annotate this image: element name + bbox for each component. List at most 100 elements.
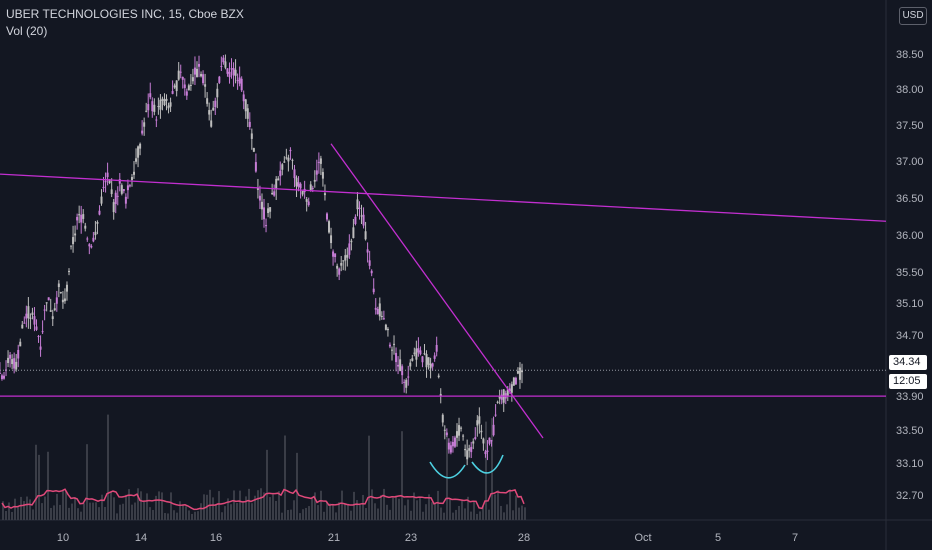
candle-body [49,310,52,312]
candle-body [287,157,290,162]
volume-bar [5,510,7,520]
candle-body [356,199,359,210]
candle-body [496,401,499,403]
volume-bar [230,504,232,520]
candle-body [212,107,215,111]
candle-body [435,344,438,352]
candle-body [267,208,270,214]
candle-body [336,265,339,269]
volume-indicator-label[interactable]: Vol (20) [6,24,48,38]
candle-body [293,169,296,179]
y-tick-label: 33.50 [896,425,924,437]
candle-body [480,430,483,433]
candle-body [53,308,56,311]
candle-body [248,121,251,127]
volume-bar [122,503,124,520]
volume-bar [314,492,316,520]
volume-bar [476,513,478,520]
candle-body [470,446,473,453]
candle-body [445,432,448,436]
candle-body [230,68,233,70]
candle-body [19,341,22,347]
y-tick-label: 34.70 [896,330,924,342]
candle-body [133,171,136,175]
x-tick-label: 21 [328,532,340,544]
volume-bar [326,501,328,520]
volume-bar [269,497,271,520]
candle-body [460,427,463,429]
volume-bar [29,499,31,520]
candle-body [108,179,111,183]
candle-body [386,328,389,331]
candle-body [80,214,83,223]
x-tick-label: 16 [210,532,222,544]
candle-body [378,303,381,317]
candle-body [374,307,377,310]
y-tick-label: 33.90 [896,391,924,403]
candle-body [189,85,192,87]
candle-body [484,451,487,455]
candle-body [3,375,5,379]
volume-bar [404,505,406,520]
volume-bar [104,506,106,520]
candle-body [198,63,201,67]
volume-bar [293,500,295,520]
volume-bar [461,500,463,520]
candle-body [29,317,32,319]
volume-bar [374,503,376,520]
volume-bar [467,496,469,520]
currency-button[interactable]: USD [899,7,927,25]
candle-body [352,227,355,239]
volume-bar [224,506,226,520]
candle-body [159,99,162,110]
volume-bar [140,491,142,520]
candle-body [226,68,229,74]
volume-bar [278,491,280,520]
candle-body [449,445,452,453]
candle-body [437,375,440,378]
candle-body [228,71,231,78]
trendline-descending [330,143,544,439]
candle-body [348,243,351,255]
candle-body [175,80,178,92]
volume-bar [491,418,493,520]
candle-body [234,69,237,76]
volume-bar [455,509,457,520]
volume-bar [149,507,151,520]
candle-body [155,119,158,121]
candle-body [366,249,369,253]
volume-bar [395,495,397,520]
volume-bar [407,499,409,520]
candle-body [476,420,479,426]
candle-body [277,178,280,181]
candle-body [232,68,235,76]
time-badge: 12:05 [889,374,927,389]
volume-bar [488,509,490,520]
candle-body [321,172,324,179]
volume-bar [509,489,511,520]
volume-bar [239,490,241,520]
volume-bar [68,507,70,520]
candle-body [218,76,221,83]
volume-bar [392,497,394,520]
candle-body [90,245,93,248]
candle-body [472,441,475,444]
volume-bar [101,494,103,520]
volume-bar [137,488,139,520]
candle-body [265,225,268,227]
candle-body [521,370,523,373]
y-tick-label: 33.10 [896,458,924,470]
candle-body [315,170,318,175]
candle-body [297,182,300,188]
candle-body [104,181,107,183]
candle-body [319,158,322,164]
volume-bar [383,488,385,520]
volume-bar [482,506,484,520]
volume-bar [125,494,127,520]
volume-bar [302,509,304,520]
volume-bar [221,512,223,520]
volume-bar [80,511,82,520]
volume-bar [452,512,454,520]
candle-body [388,344,391,347]
